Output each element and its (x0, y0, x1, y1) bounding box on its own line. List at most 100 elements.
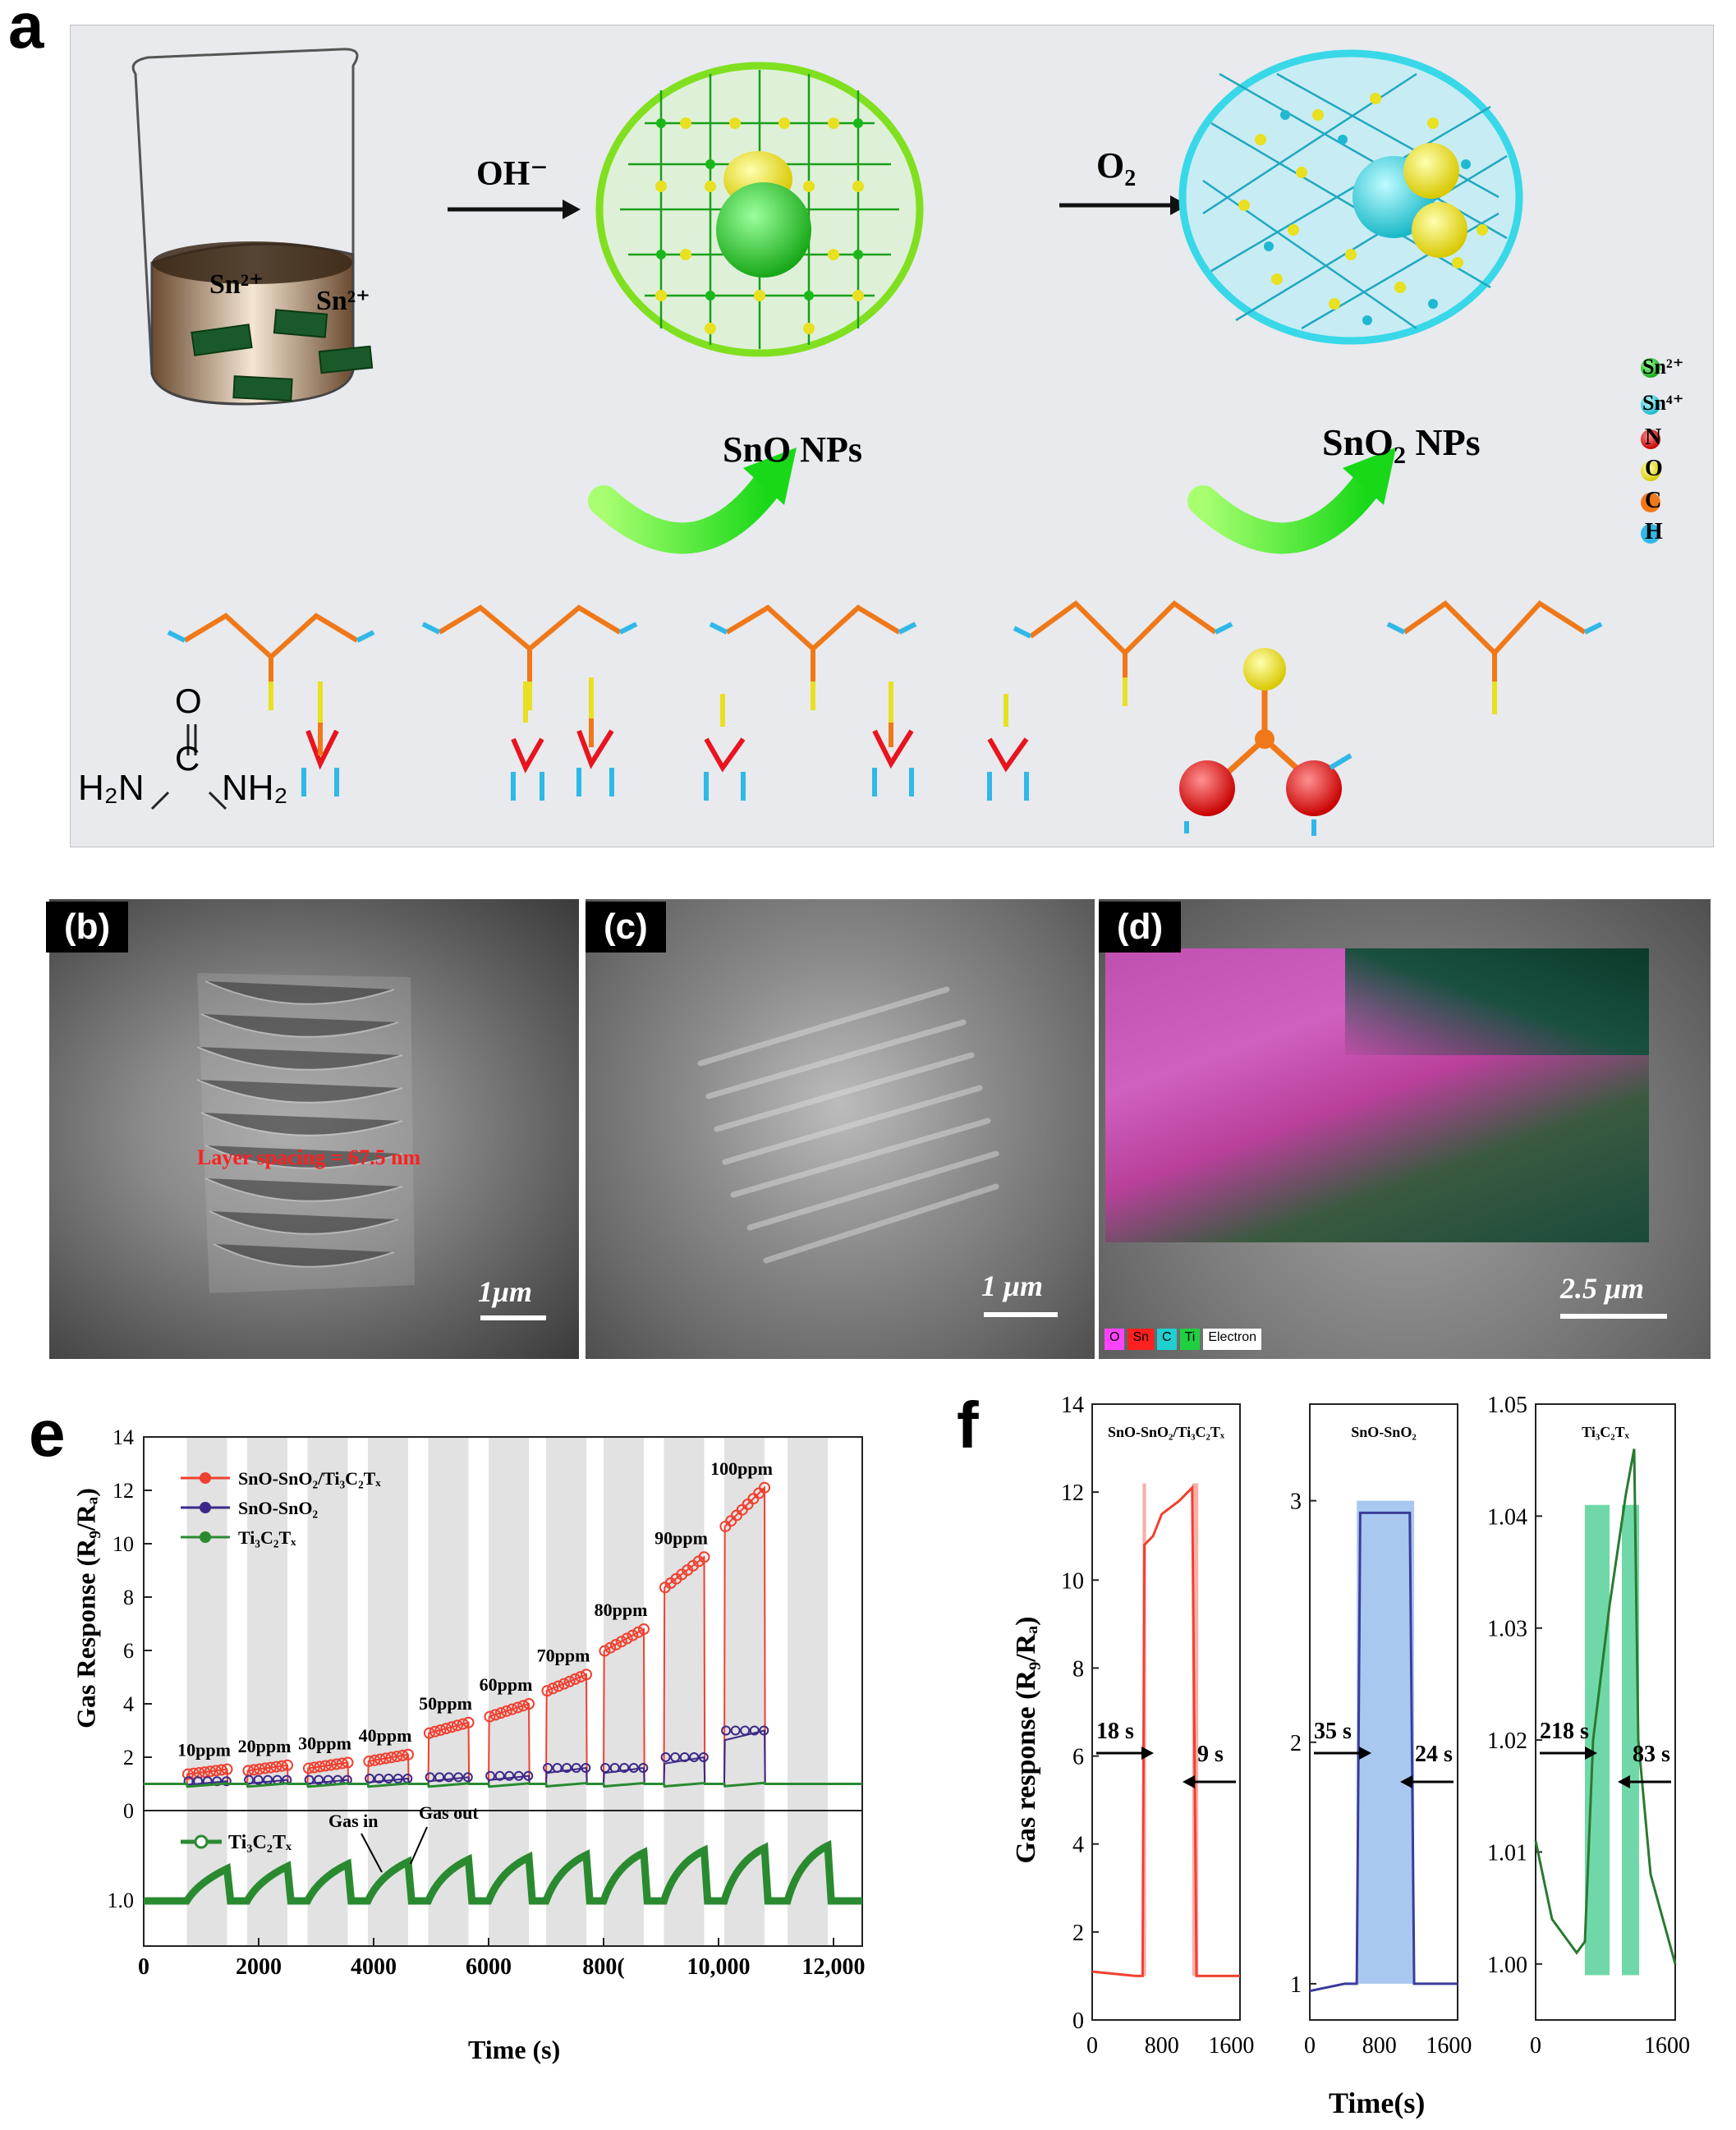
atom-legend-markers (1641, 358, 1660, 544)
f-plot-frame (1309, 1403, 1458, 2021)
f-xtick-label: 1600 (1644, 2033, 1690, 2059)
e-xtick-label: 800( (582, 1954, 624, 1980)
concentration-label: 20ppm (238, 1736, 292, 1756)
f-ytick-label: 3 (1290, 1490, 1302, 1515)
recovery-time-arrowhead (1618, 1775, 1630, 1788)
data-point (619, 1763, 630, 1773)
f-ytick-label: 2 (1290, 1731, 1302, 1756)
sem-image-c (586, 899, 1095, 1359)
data-point (429, 1725, 441, 1738)
gas-pulse-band (186, 1437, 227, 1946)
panel-f-label: f (957, 1389, 979, 1462)
beaker-ion-2: Sn²⁺ (316, 286, 370, 316)
data-point (558, 1678, 570, 1690)
f-ytick-label: 10 (1061, 1568, 1084, 1594)
e-lower-ytick: 1.0 (108, 1889, 135, 1912)
data-point (383, 1774, 394, 1783)
gas-band (1357, 1500, 1415, 1984)
f-panel-title: SnO-SnO₂/Ti₃C₂Tₓ (1108, 1424, 1225, 1440)
e-xtick-label: 4000 (351, 1954, 397, 1980)
response-time-arrowhead (1359, 1747, 1371, 1760)
f-panel-title: Ti₃C₂Tₓ (1582, 1424, 1629, 1440)
panel-c-scalebar (984, 1312, 1058, 1317)
data-point (451, 1719, 463, 1732)
concentration-label: 30ppm (298, 1733, 351, 1754)
concentration-label: 50ppm (419, 1693, 472, 1714)
data-point (660, 1752, 671, 1762)
data-point (689, 1752, 700, 1762)
eds-legend-sn: Sn (1127, 1329, 1155, 1350)
f-ytick-label: 1.02 (1487, 1728, 1527, 1754)
data-point (253, 1774, 264, 1785)
concentration-label: 100ppm (710, 1458, 773, 1479)
sem-image-d (1099, 899, 1711, 1359)
e-ytick-label: 12 (113, 1479, 134, 1503)
data-point (562, 1763, 572, 1773)
concentration-label: 80ppm (595, 1600, 648, 1620)
eds-map-dark-region (1345, 948, 1649, 1055)
data-point (749, 1725, 760, 1736)
response-time-arrowhead (1141, 1747, 1154, 1760)
f-ytick-label: 1.03 (1487, 1617, 1527, 1642)
sno-nps-label: SnO NPs (723, 429, 862, 470)
adsorbed-molecule (1179, 648, 1353, 836)
f-xtick-label: 1600 (1208, 2033, 1254, 2059)
response-time-arrowhead (1585, 1747, 1597, 1760)
data-point (679, 1752, 690, 1762)
recovery-time-arrowhead (1400, 1775, 1412, 1788)
f-plot-frame (1535, 1403, 1676, 2021)
concentration-label: 60ppm (480, 1674, 533, 1695)
f-xtick-label: 800 (1145, 2033, 1179, 2059)
lower-legend-label: Ti₃C₂Tₓ (228, 1832, 292, 1853)
gas-pulse-band (247, 1437, 287, 1946)
gas-out-label: Gas out (419, 1802, 479, 1823)
o2-base: O (1096, 145, 1125, 186)
data-point (730, 1725, 741, 1736)
f-ytick-label: 1.04 (1487, 1504, 1527, 1530)
legend-label: SnO-SnO₂/Ti₃C₂Tₓ (238, 1468, 381, 1489)
e-ytick-label: 4 (123, 1692, 134, 1716)
e-ytick-label: 8 (123, 1586, 134, 1609)
sno2-lattice (1178, 49, 1523, 345)
data-point (604, 1641, 617, 1654)
data-point (434, 1772, 445, 1783)
concentration-label: 40ppm (359, 1725, 412, 1746)
data-point (500, 1705, 512, 1717)
f-ytick-label: 8 (1072, 1656, 1084, 1682)
f-ytick-label: 6 (1072, 1745, 1084, 1770)
f-panel-title: SnO-SnO₂ (1351, 1424, 1416, 1440)
panel-b-tag: (b) (46, 902, 129, 953)
legend-marker (200, 1472, 211, 1484)
legend-sn4: Sn⁴⁺ (1642, 391, 1684, 415)
arrow-label-o2: O2 (1096, 145, 1136, 192)
urea-h2n: H₂N (78, 768, 145, 808)
gas-pulse-band (307, 1437, 348, 1946)
sem-image-b (49, 899, 579, 1359)
data-point (374, 1774, 384, 1783)
recovery-time-label: 24 s (1415, 1742, 1453, 1767)
panel-d-tag: (d) (1099, 902, 1182, 953)
data-point (600, 1763, 611, 1773)
eds-legend-o: O (1105, 1329, 1125, 1350)
concentration-label: 90ppm (654, 1527, 708, 1548)
f-xtick-label: 0 (1086, 2033, 1098, 2059)
e-ytick-label: 14 (113, 1425, 134, 1449)
f-response-curve (1309, 1511, 1458, 1993)
data-point (504, 1770, 515, 1781)
e-plot-frame (143, 1436, 863, 1947)
panel-d-eds-legend: O Sn C Ti Electron (1105, 1329, 1262, 1350)
gas-pulse-band (368, 1437, 408, 1946)
data-point (563, 1675, 576, 1687)
gas-response-chart-e: 0 2 4 6 8 10 12 14 0 2000 4000 6000 800(10,000 12,000… (108, 1425, 866, 1980)
f-ytick-label: 1.00 (1487, 1953, 1527, 1978)
data-point (553, 1680, 564, 1692)
sno2-base: SnO (1322, 421, 1394, 463)
f-ytick-label: 1 (1290, 1972, 1302, 1998)
urea-c: C (175, 739, 200, 778)
eds-legend-electron: Electron (1203, 1329, 1262, 1350)
data-point (512, 1701, 524, 1714)
f-ytick-label: 0 (1072, 2008, 1084, 2034)
e-ytick-label: 0 (123, 1799, 134, 1823)
e-ytick-label: 2 (123, 1746, 134, 1770)
